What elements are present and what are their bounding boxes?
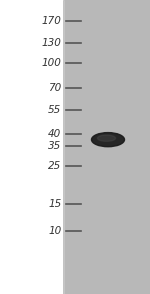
Ellipse shape [92,133,124,147]
Bar [0,0,63,294]
Text: 70: 70 [48,83,62,93]
Ellipse shape [98,135,116,141]
Text: 40: 40 [48,129,62,139]
Text: 170: 170 [42,16,62,26]
Text: 10: 10 [48,226,62,236]
Text: 55: 55 [48,105,62,115]
Bar [63,0,150,294]
Text: 25: 25 [48,161,62,171]
Text: 130: 130 [42,38,62,48]
Text: 100: 100 [42,58,62,68]
Text: 35: 35 [48,141,62,151]
Text: 15: 15 [48,199,62,209]
